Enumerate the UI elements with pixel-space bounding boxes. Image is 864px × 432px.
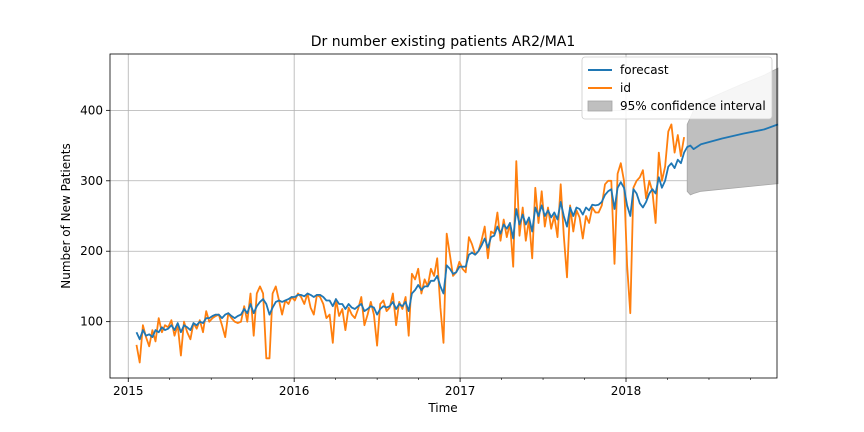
series-lines: [135, 123, 779, 364]
legend-ci-label: 95% confidence interval: [620, 99, 766, 113]
x-axis-label: Time: [427, 401, 457, 415]
plot-frame: [109, 53, 778, 379]
x-tick-label: 2015: [113, 384, 144, 398]
x-tick-label: 2017: [445, 384, 476, 398]
legend: forecast id 95% confidence interval: [581, 56, 773, 120]
y-tick-label: 200: [80, 244, 103, 258]
y-axis-label: Number of New Patients: [59, 143, 73, 288]
axis-ticks: 2015 2016 2017 2018 100 200 300 400: [80, 103, 751, 398]
series-forecast-line: [135, 123, 779, 341]
y-tick-label: 300: [80, 174, 103, 188]
legend-box: [581, 56, 773, 120]
y-tick-label: 100: [80, 315, 103, 329]
legend-forecast-label: forecast: [620, 63, 669, 77]
legend-id-label: id: [620, 81, 631, 95]
y-tick-label: 400: [80, 103, 103, 117]
x-tick-label: 2018: [611, 384, 642, 398]
legend-ci-swatch: [587, 100, 613, 112]
x-tick-label: 2016: [279, 384, 310, 398]
chart-title: Dr number existing patients AR2/MA1: [311, 34, 576, 50]
